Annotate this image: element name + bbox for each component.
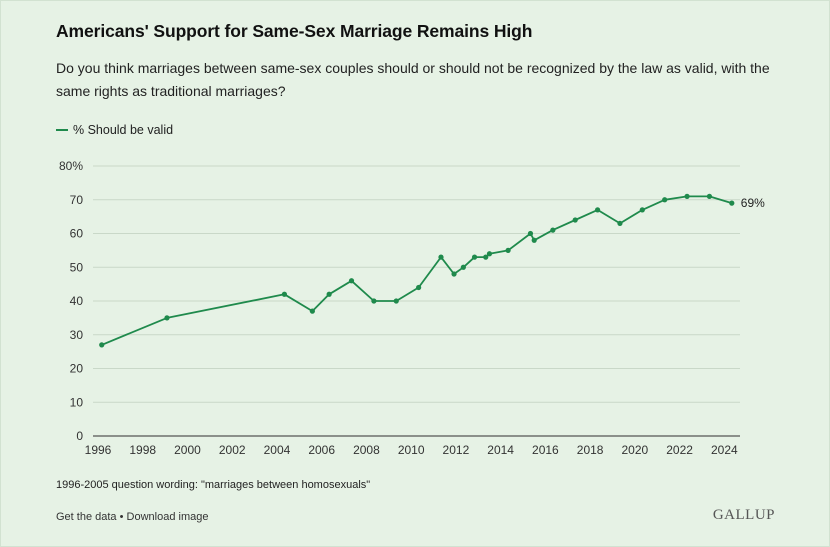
data-point (572, 217, 578, 223)
y-tick-label: 0 (76, 429, 83, 443)
x-tick-label: 2004 (264, 443, 291, 457)
data-point (639, 207, 645, 213)
chart-subtitle: Do you think marriages between same-sex … (56, 60, 770, 99)
data-point (483, 254, 489, 260)
link-separator: • (119, 511, 124, 523)
get-data-link[interactable]: Get the data (56, 511, 117, 523)
data-point (348, 278, 355, 284)
data-point (416, 284, 422, 291)
x-tick-label: 1996 (85, 443, 112, 457)
data-point (662, 197, 668, 203)
data-point (393, 298, 399, 304)
download-image-link[interactable]: Download image (126, 511, 209, 523)
data-point (309, 308, 315, 314)
y-tick-label: 30 (70, 328, 84, 342)
x-tick-label: 2008 (353, 443, 380, 457)
data-point (729, 200, 735, 206)
data-point (460, 264, 466, 270)
y-tick-label: 10 (70, 395, 84, 409)
data-point (505, 247, 511, 253)
data-point (531, 237, 537, 243)
y-tick-label: 60 (70, 227, 84, 241)
x-tick-label: 2024 (711, 443, 738, 457)
data-point (617, 220, 623, 226)
gallup-logo: GALLUP (712, 507, 775, 523)
x-tick-label: 2000 (174, 443, 201, 457)
x-tick-label: 2020 (622, 443, 649, 457)
data-point (164, 315, 170, 321)
data-point (706, 193, 713, 199)
data-point (527, 230, 534, 237)
y-tick-label: 20 (70, 362, 84, 376)
data-point (326, 291, 332, 297)
legend-label: % Should be valid (73, 123, 174, 137)
x-tick-label: 2012 (443, 443, 470, 457)
chart-title: Americans' Support for Same-Sex Marriage… (56, 21, 533, 41)
x-tick-label: 2010 (398, 443, 425, 457)
data-point (281, 291, 288, 297)
x-tick-label: 2002 (219, 443, 246, 457)
y-tick-label: 70 (70, 193, 84, 207)
chart-links: Get the data • Download image (56, 511, 208, 523)
series-line (100, 195, 733, 346)
legend-swatch (56, 129, 68, 131)
x-tick-label: 2006 (308, 443, 335, 457)
end-value-label: 69% (741, 196, 765, 210)
y-tick-label: 80% (59, 159, 83, 173)
x-tick-label: 2016 (532, 443, 559, 457)
data-point (451, 271, 457, 277)
data-point (486, 251, 493, 257)
data-point (594, 207, 601, 213)
footnote: 1996-2005 question wording: "marriages b… (56, 479, 371, 491)
x-tick-label: 2014 (487, 443, 514, 457)
x-tick-label: 2022 (666, 443, 693, 457)
data-point (371, 298, 377, 304)
data-point (550, 227, 556, 233)
y-tick-label: 50 (70, 260, 84, 274)
x-tick-label: 2018 (577, 443, 604, 457)
x-tick-label: 1998 (129, 443, 156, 457)
legend: % Should be valid (56, 123, 173, 137)
data-point (471, 254, 478, 260)
data-point (684, 193, 690, 199)
data-point (438, 254, 444, 260)
data-point (99, 342, 105, 348)
y-tick-label: 40 (70, 294, 84, 308)
